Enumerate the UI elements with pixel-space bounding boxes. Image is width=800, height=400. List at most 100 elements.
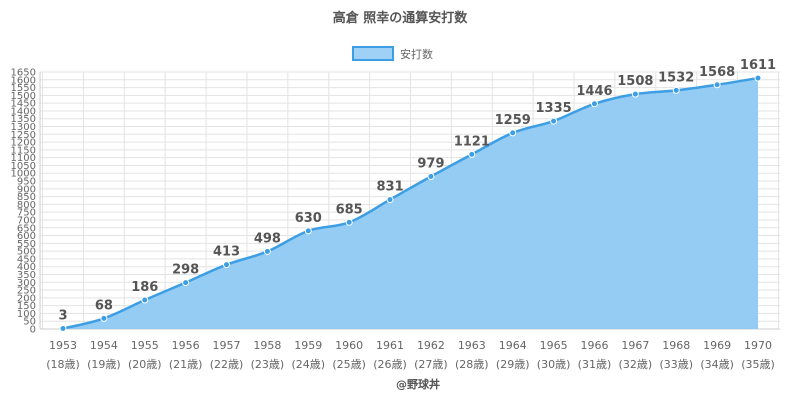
x-tick-label: 1968 [662,339,690,352]
plot-area [59,74,762,333]
x-tick-age-label: (22歳) [210,358,244,371]
x-tick-age-label: (30歳) [537,358,571,371]
y-tick-label: 50 [23,317,36,328]
credit-text: @野球丼 [396,377,440,391]
data-label: 630 [295,211,322,226]
data-point[interactable] [427,173,435,181]
data-point[interactable] [386,196,394,204]
y-tick-label: 1150 [11,145,36,156]
y-tick-label: 850 [17,192,36,203]
x-tick-label: 1963 [458,339,486,352]
y-tick-label: 500 [17,247,36,258]
x-tick-age-label: (21歳) [169,358,203,371]
y-tick-label: 200 [17,293,36,304]
data-label: 831 [376,180,403,195]
x-tick-label: 1966 [580,339,608,352]
data-point[interactable] [550,117,558,125]
x-tick-label: 1957 [213,339,241,352]
y-tick-label: 1500 [11,91,36,102]
data-point[interactable] [304,227,312,235]
x-tick-age-label: (23歳) [251,358,285,371]
y-tick-label: 900 [17,184,36,195]
x-tick-age-label: (19歳) [87,358,121,371]
x-tick-age-label: (29歳) [496,358,530,371]
data-label: 298 [172,263,199,278]
y-tick-label: 1100 [11,153,36,164]
y-tick-label: 100 [17,309,36,320]
data-label: 1121 [454,134,490,149]
x-tick-age-label: (31歳) [578,358,612,371]
data-point[interactable] [672,86,680,94]
y-tick-label: 1600 [11,75,36,86]
series-area [63,78,758,329]
data-point[interactable] [468,150,476,158]
data-point[interactable] [345,218,353,226]
x-tick-label: 1970 [744,339,772,352]
data-point[interactable] [263,247,271,255]
chart-title: 高倉 照幸の通算安打数 [333,10,469,26]
data-label: 186 [131,280,158,295]
data-point[interactable] [182,279,190,287]
x-tick-age-label: (34歳) [700,358,734,371]
data-point[interactable] [631,90,639,98]
x-tick-age-label: (20歳) [128,358,162,371]
y-tick-label: 1200 [11,138,36,149]
data-point[interactable] [100,314,108,322]
y-tick-label: 1450 [11,99,36,110]
legend-label: 安打数 [400,47,433,61]
x-tick-label: 1967 [621,339,649,352]
x-tick-label: 1959 [294,339,322,352]
data-point[interactable] [509,129,517,137]
data-point[interactable] [590,100,598,108]
x-tick-age-label: (26歳) [373,358,407,371]
data-label: 979 [417,157,444,172]
data-label: 1508 [617,74,653,89]
x-tick-age-label: (32歳) [619,358,653,371]
x-tick-label: 1962 [417,339,445,352]
y-tick-label: 600 [17,231,36,242]
data-label: 1259 [495,113,531,128]
data-label: 1335 [535,101,571,116]
x-tick-age-label: (28歳) [455,358,489,371]
y-tick-label: 550 [17,239,36,250]
data-point[interactable] [141,296,149,304]
y-axis-ticks: 0501001502002503003504004505005506006507… [11,68,36,336]
y-tick-label: 300 [17,278,36,289]
y-tick-label: 750 [17,208,36,219]
y-tick-label: 150 [17,301,36,312]
x-tick-age-label: (27歳) [414,358,448,371]
data-label: 498 [254,231,281,246]
data-point[interactable] [713,81,721,89]
x-tick-label: 1960 [335,339,363,352]
x-tick-age-label: (24歳) [291,358,325,371]
data-label: 1611 [740,58,776,73]
y-tick-label: 0 [30,325,36,336]
data-point[interactable] [223,261,231,269]
legend[interactable]: 安打数 [352,46,433,61]
legend-swatch [352,46,394,61]
data-labels: 3 68 186 298 413 498 630 685 831 979 1121 1259 1335 1… [58,58,776,323]
data-label: 685 [336,202,363,217]
data-point[interactable] [59,325,67,333]
y-tick-label: 950 [17,177,36,188]
x-tick-label: 1965 [540,339,568,352]
x-tick-age-label: (25歳) [332,358,366,371]
x-tick-label: 1969 [703,339,731,352]
y-tick-label: 1300 [11,122,36,133]
x-tick-label: 1955 [131,339,159,352]
y-tick-label: 350 [17,270,36,281]
data-label: 1568 [699,65,735,80]
y-tick-label: 1350 [11,114,36,125]
data-point[interactable] [754,74,762,82]
x-tick-label: 1956 [172,339,200,352]
y-tick-label: 1050 [11,161,36,172]
y-tick-label: 650 [17,223,36,234]
data-label: 413 [213,245,240,260]
series-line [62,76,759,330]
y-tick-label: 400 [17,262,36,273]
y-tick-label: 1000 [11,169,36,180]
data-label: 1532 [658,70,694,85]
y-tick-label: 1250 [11,130,36,141]
data-label: 3 [58,309,67,324]
